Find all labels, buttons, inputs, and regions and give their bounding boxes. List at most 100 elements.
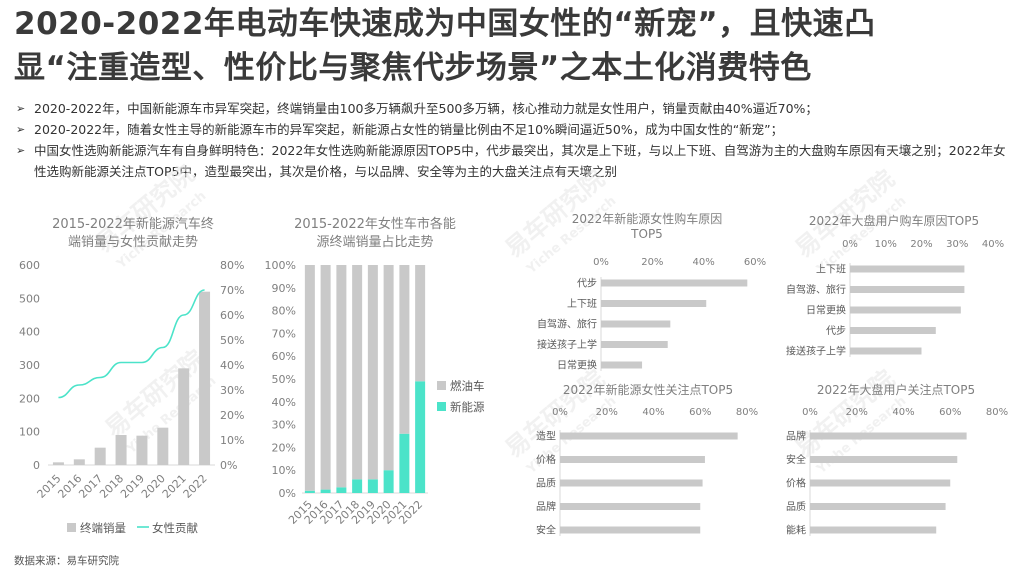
watermark-text: 易车研究院 bbox=[790, 365, 900, 464]
x-tick: 2016 bbox=[55, 472, 84, 501]
bullet-arrow-icon: ➢ bbox=[16, 102, 26, 115]
x-tick: 2015 bbox=[286, 498, 315, 527]
bar bbox=[810, 526, 937, 534]
category-label: 价格 bbox=[786, 477, 806, 490]
bar-fuel bbox=[352, 265, 363, 480]
bar bbox=[560, 526, 701, 534]
category-label: 安全 bbox=[536, 524, 556, 537]
bar bbox=[810, 503, 946, 510]
y-right-tick: 0% bbox=[220, 459, 237, 472]
watermark-text: Yiche Research bbox=[813, 394, 909, 478]
watermark-text: Yiche Research bbox=[113, 189, 209, 273]
y-left-tick: 100 bbox=[19, 426, 40, 439]
y-tick: 40% bbox=[272, 396, 296, 409]
x-tick: 2016 bbox=[302, 498, 331, 527]
x-tick: 20% bbox=[641, 257, 663, 268]
category-label: 上下班 bbox=[567, 298, 597, 310]
chart-title: 端销量与女性贡献走势 bbox=[68, 234, 198, 250]
bar-sales bbox=[136, 435, 148, 465]
bullet-arrow-icon: ➢ bbox=[16, 123, 26, 136]
line-female-contribution bbox=[58, 289, 205, 399]
category-label: 代步 bbox=[826, 325, 846, 337]
x-tick: 2022 bbox=[181, 472, 210, 501]
y-right-tick: 50% bbox=[220, 334, 244, 347]
chart-title: 2022年大盘用户关注点TOP5 bbox=[817, 382, 975, 397]
category-label: 自驾游、旅行 bbox=[786, 283, 846, 296]
bar bbox=[850, 347, 922, 355]
legend-swatch-fuel bbox=[437, 381, 446, 390]
bar-sales bbox=[115, 435, 127, 465]
bar-fuel bbox=[399, 265, 410, 434]
page-title: 2020-2022年电动车快速成为中国女性的“新宠”，且快速凸 显“注重造型、性… bbox=[14, 2, 1014, 90]
x-tick: 2021 bbox=[160, 472, 189, 501]
bar-ev bbox=[367, 479, 378, 493]
y-right-tick: 10% bbox=[220, 434, 244, 447]
x-tick: 0% bbox=[802, 407, 818, 418]
y-tick: 0% bbox=[279, 487, 296, 500]
x-tick: 80% bbox=[986, 407, 1008, 418]
category-label: 代步 bbox=[577, 278, 597, 290]
x-tick: 60% bbox=[744, 257, 766, 268]
title-line-2: 显“注重造型、性价比与聚焦代步场景”之本土化消费特色 bbox=[14, 50, 812, 86]
category-label: 品牌 bbox=[536, 500, 556, 513]
bullet-item: ➢ 2020-2022年，中国新能源车市异军突起，终端销量由100多万辆飙升至50… bbox=[14, 98, 1014, 119]
bullet-text: 中国女性选购新能源汽车有自身鲜明特色：2022年女性选购新能源原因TOP5中，代… bbox=[34, 143, 1006, 179]
chart-overall-reasons: 2022年大盘用户购车原因TOP5 0% 10% 20% 30% 40% 上下班自驾游、旅行… bbox=[786, 213, 1004, 358]
chart-title: 2015-2022年新能源汽车终 bbox=[52, 216, 214, 232]
x-tick: 0% bbox=[593, 257, 609, 268]
x-tick: 80% bbox=[736, 407, 758, 418]
legend-label-sales: 终端销量 bbox=[80, 521, 126, 535]
bar-ev bbox=[383, 470, 394, 493]
category-label: 日常更换 bbox=[557, 359, 597, 372]
x-tick: 2019 bbox=[349, 498, 378, 527]
x-tick: 0% bbox=[842, 239, 858, 250]
y-right-tick: 30% bbox=[220, 384, 244, 397]
x-tick: 20% bbox=[846, 407, 868, 418]
y-right-tick: 80% bbox=[220, 259, 244, 272]
y-right-tick: 40% bbox=[220, 359, 244, 372]
bar-ev bbox=[399, 433, 410, 493]
x-tick: 2017 bbox=[318, 498, 347, 527]
bar bbox=[850, 265, 965, 273]
watermark-text: Yiche Research bbox=[813, 194, 909, 278]
chart-title: 2022年新能源女性关注点TOP5 bbox=[563, 382, 733, 397]
bar bbox=[850, 327, 936, 334]
x-tick: 10% bbox=[875, 239, 897, 250]
x-tick: 2022 bbox=[396, 498, 425, 527]
legend-label-ev: 新能源 bbox=[450, 400, 485, 414]
bar-ev bbox=[320, 489, 331, 493]
bar-sales bbox=[178, 368, 190, 465]
x-tick: 2018 bbox=[333, 498, 362, 527]
chart-title: 源终端销量占比走势 bbox=[316, 234, 433, 250]
x-tick: 2020 bbox=[365, 498, 394, 527]
y-tick: 70% bbox=[272, 327, 296, 340]
y-left-tick: 300 bbox=[19, 359, 40, 372]
bullet-text: 2020-2022年，随着女性主导的新能源车市的异军突起，新能源占女性的销量比例… bbox=[34, 122, 784, 137]
bar bbox=[810, 479, 951, 487]
watermark-text: Yiche Research bbox=[523, 394, 619, 478]
bar-ev bbox=[415, 381, 426, 493]
bar bbox=[560, 432, 738, 440]
legend-swatch-sales bbox=[67, 523, 76, 532]
y-tick: 30% bbox=[272, 419, 296, 432]
y-left-tick: 200 bbox=[19, 392, 40, 405]
category-label: 接送孩子上学 bbox=[786, 345, 846, 358]
y-right-tick: 60% bbox=[220, 309, 244, 322]
bullet-item: ➢ 2020-2022年，随着女性主导的新能源车市的异军突起，新能源占女性的销量比… bbox=[14, 119, 1014, 140]
bullet-arrow-icon: ➢ bbox=[16, 144, 26, 157]
category-label: 接送孩子上学 bbox=[537, 338, 597, 351]
bar-sales bbox=[52, 462, 64, 465]
category-label: 造型 bbox=[536, 430, 556, 443]
x-tick: 2018 bbox=[97, 472, 126, 501]
bar-fuel bbox=[383, 265, 394, 471]
watermark-text: 易车研究院 bbox=[500, 365, 610, 464]
y-tick: 20% bbox=[272, 441, 296, 454]
x-tick: 40% bbox=[892, 407, 914, 418]
bar bbox=[601, 361, 643, 369]
bar-fuel bbox=[415, 265, 426, 382]
y-right-tick: 20% bbox=[220, 409, 244, 422]
